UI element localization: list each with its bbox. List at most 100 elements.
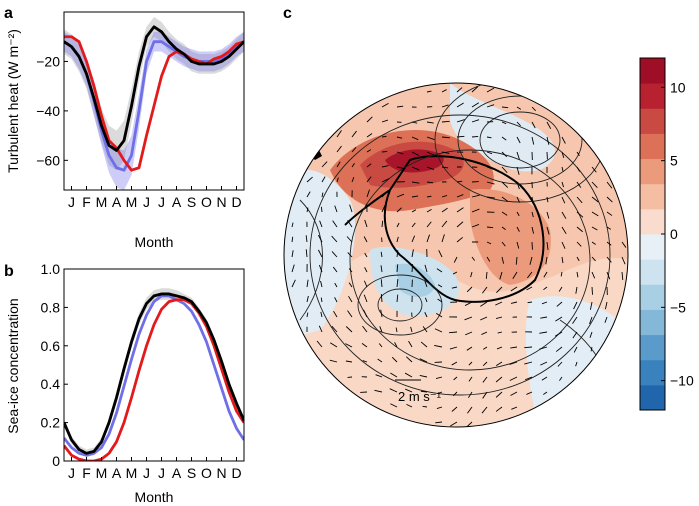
wind-vector	[381, 119, 389, 123]
wind-vector	[531, 136, 535, 145]
wind-vector	[426, 90, 432, 93]
wind-vector	[336, 161, 341, 168]
wind-vector	[318, 264, 323, 273]
wind-vector	[480, 316, 488, 321]
wind-vector	[449, 331, 458, 334]
wind-vector	[334, 282, 338, 288]
panel-label-b: b	[4, 263, 14, 280]
wind-vector	[621, 241, 627, 248]
wind-vector	[329, 342, 338, 348]
wind-vector	[501, 136, 507, 141]
wind-vector	[546, 226, 550, 235]
wind-vector	[589, 331, 593, 338]
wind-vector	[516, 136, 521, 144]
wind-vector	[509, 376, 518, 381]
wind-vector	[471, 256, 476, 261]
wind-vector	[456, 221, 464, 228]
wind-vector	[501, 196, 509, 202]
wind-vector	[526, 391, 533, 395]
antarctica-coastline	[383, 155, 545, 303]
wind-vector	[411, 151, 420, 156]
wind-vector	[499, 271, 503, 280]
wind-vector	[332, 266, 338, 273]
y-tick-label: −60	[36, 152, 60, 168]
wind-vector	[363, 309, 368, 318]
wind-vector	[524, 361, 533, 365]
wind-vector	[450, 421, 458, 427]
panel-label-c: c	[283, 5, 292, 22]
wind-vector	[321, 161, 328, 168]
wind-vector	[606, 256, 612, 263]
wind-vector	[366, 149, 372, 153]
wind-vector	[381, 220, 384, 228]
colorbar-tick-label: 0	[670, 226, 678, 242]
wind-vector	[306, 207, 309, 213]
wind-vector	[362, 325, 368, 333]
wind-vector	[572, 316, 578, 324]
wind-vector	[545, 256, 548, 265]
wind-vector	[411, 264, 414, 273]
wind-vector	[306, 279, 309, 288]
wind-vector	[516, 106, 522, 110]
wind-vector	[334, 205, 338, 213]
x-tick-label: O	[201, 194, 212, 210]
wind-vector	[456, 102, 464, 108]
panel-c-map: 2 m s⁻¹	[283, 82, 629, 428]
wind-vector	[366, 163, 372, 168]
wind-vector	[573, 301, 578, 310]
wind-vector	[426, 166, 435, 170]
wind-vector	[449, 346, 458, 350]
y-tick-label: 0.8	[41, 299, 61, 315]
wind-vector	[495, 406, 503, 412]
wind-vector	[435, 376, 443, 380]
wind-vector	[501, 241, 506, 247]
wind-vector	[621, 256, 626, 265]
x-tick-label: F	[82, 465, 91, 481]
wind-vector	[531, 211, 534, 218]
wind-vector	[426, 151, 435, 156]
wind-vector	[527, 301, 533, 304]
wind-vector	[543, 271, 548, 278]
wind-vector	[451, 406, 458, 412]
wind-vector	[406, 403, 413, 408]
wind-vector	[381, 102, 389, 108]
wind-vector	[471, 136, 479, 138]
wind-vector	[561, 136, 566, 144]
wind-vector	[422, 405, 428, 408]
wind-vector	[539, 346, 548, 350]
wind-vector	[546, 136, 550, 145]
wind-vector	[456, 135, 465, 138]
wind-vector	[540, 316, 548, 319]
wind-vector	[516, 211, 520, 217]
wind-vector	[426, 136, 435, 140]
wind-vector	[364, 219, 368, 228]
wind-vector	[374, 389, 383, 393]
colorbar-segment	[640, 234, 665, 260]
x-tick-label: J	[143, 194, 150, 210]
wind-vector	[456, 180, 463, 183]
wind-vector	[481, 331, 488, 335]
colorbar-segment	[640, 359, 665, 386]
wind-vector	[396, 250, 399, 258]
wind-vector	[482, 286, 488, 294]
wind-vector	[606, 226, 611, 230]
wind-vector	[546, 196, 549, 203]
x-tick-label: J	[68, 465, 75, 481]
panel-b-ylabel: Sea-ice concentration	[5, 298, 21, 433]
wind-vector	[435, 421, 443, 424]
wind-vector	[560, 271, 563, 277]
wind-vector	[424, 297, 428, 303]
wind-vector	[318, 234, 323, 243]
y-tick-label: 0	[52, 453, 60, 469]
wind-vector	[606, 181, 613, 189]
wind-vector	[411, 222, 416, 228]
wind-vector	[543, 286, 548, 291]
wind-vector	[348, 268, 353, 273]
wind-vector	[501, 166, 508, 174]
wind-vector	[495, 391, 503, 398]
wind-vector	[497, 331, 503, 334]
wind-vector	[291, 264, 295, 273]
wind-vector	[486, 104, 495, 108]
wind-vector	[556, 301, 563, 307]
wind-vector	[320, 311, 323, 318]
